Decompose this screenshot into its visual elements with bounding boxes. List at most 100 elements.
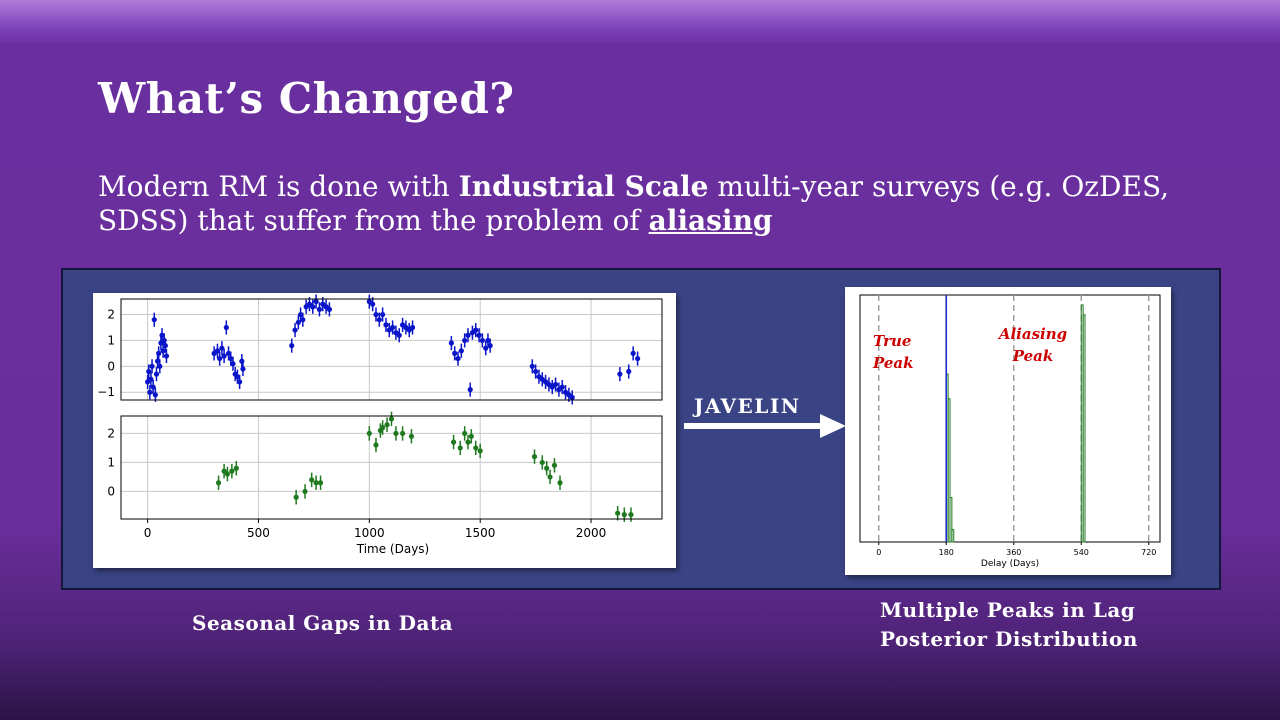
data-point (455, 355, 461, 362)
data-point (390, 324, 396, 331)
data-point (408, 433, 415, 439)
data-point (539, 459, 545, 466)
data-point (393, 430, 399, 437)
slide-subtitle: Modern RM is done with Industrial Scale … (98, 170, 1208, 238)
data-point (477, 448, 483, 454)
x-tick-label: 180 (939, 548, 954, 557)
y-tick-label: 0 (107, 359, 115, 373)
data-point (483, 345, 489, 351)
data-point (529, 363, 535, 369)
data-point (559, 384, 565, 390)
data-point (551, 462, 558, 468)
data-point (295, 319, 301, 325)
data-point (370, 301, 376, 307)
data-point (366, 430, 372, 437)
data-point (151, 317, 157, 323)
data-point (380, 311, 386, 318)
y-tick-label: 2 (107, 308, 115, 322)
slide-title: What’s Changed? (98, 74, 515, 123)
data-point (223, 324, 229, 331)
data-point (409, 324, 416, 331)
x-tick-label: 0 (876, 548, 881, 557)
data-point (289, 343, 295, 349)
data-point (240, 366, 246, 372)
data-point (628, 512, 634, 518)
true-peak-label-line1: True (873, 332, 911, 350)
y-tick-label: 1 (107, 333, 115, 347)
data-point (458, 348, 464, 354)
light-curve-bottom-axes: 2 1 0 0 500 1000 1500 2000 (107, 411, 663, 540)
data-point (217, 355, 223, 362)
data-point (457, 445, 463, 451)
data-point (159, 332, 165, 338)
data-point (316, 306, 323, 312)
data-point (383, 322, 389, 328)
data-point (621, 512, 627, 518)
aliasing-peak-label-line2: Peak (1012, 347, 1054, 365)
lag-posterior-figure: 0 180 360 540 720 True Peak Aliasing Peak De… (845, 287, 1171, 575)
data-point (462, 337, 468, 344)
data-point (617, 371, 623, 377)
data-point (302, 488, 308, 495)
data-point (225, 350, 232, 356)
data-point (468, 433, 474, 439)
posterior-bin (949, 497, 953, 543)
data-point (152, 392, 158, 398)
data-point (163, 353, 170, 359)
true-peak-label-line2: Peak (872, 354, 914, 372)
axes-frame (120, 298, 663, 401)
aliasing-peak-label-line1: Aliasing (997, 325, 1067, 343)
subtitle-part-a: Modern RM is done with (98, 170, 459, 203)
data-point (569, 394, 575, 401)
data-point (313, 480, 319, 486)
data-point (465, 332, 471, 338)
data-point (160, 348, 166, 354)
data-point (153, 371, 160, 377)
data-point (148, 376, 154, 382)
arrow-right-icon (684, 414, 846, 438)
data-point (234, 374, 241, 380)
caption-multiple-peaks-line2: Posterior Distribution (880, 627, 1138, 651)
data-point (149, 363, 155, 369)
subtitle-underlined-aliasing: aliasing (648, 204, 773, 237)
x-tick-label: 1500 (465, 526, 496, 540)
caption-seasonal-gaps: Seasonal Gaps in Data (192, 611, 454, 635)
data-point (310, 304, 316, 310)
data-point (373, 442, 379, 448)
data-point (544, 465, 550, 471)
subtitle-bold-industrial-scale: Industrial Scale (458, 170, 709, 203)
data-point (557, 480, 563, 486)
data-point (531, 454, 538, 460)
data-point (162, 343, 168, 349)
arrow-label: JAVELIN (694, 394, 801, 418)
x-tick-label: 500 (247, 526, 270, 540)
data-point (485, 337, 491, 344)
data-point (473, 445, 479, 451)
caption-multiple-peaks-line1: Multiple Peaks in Lag (880, 598, 1136, 622)
data-point (388, 416, 395, 422)
data-point (487, 343, 493, 349)
lag-posterior-svg: 0 180 360 540 720 True Peak Aliasing Peak De… (859, 294, 1161, 569)
data-point (635, 355, 641, 362)
x-tick-label: 2000 (576, 526, 607, 540)
data-point (462, 430, 468, 437)
x-tick-label: 540 (1074, 548, 1089, 557)
data-point (399, 430, 406, 437)
data-point (300, 317, 306, 323)
data-point (219, 345, 225, 351)
data-point (626, 368, 632, 375)
y-tick-label: 1 (107, 455, 115, 469)
light-curve-top-axes: 2 1 0 −1 (97, 294, 663, 405)
javelin-arrow: JAVELIN (684, 394, 848, 444)
caption-multiple-peaks: Multiple Peaks in Lag Posterior Distribut… (880, 596, 1138, 654)
data-point (533, 368, 539, 375)
subtitle-part-c: multi-year surveys (e.g. OzDES, SDSS) th… (98, 170, 1170, 237)
data-point (228, 355, 234, 362)
data-point (146, 368, 152, 375)
light-curve-svg: 2 1 0 −1 2 1 0 0 500 1000 1500 2000 Time (Days) (97, 294, 663, 556)
data-point (156, 350, 162, 356)
axes-frame (120, 415, 663, 520)
data-point (452, 350, 458, 356)
data-point (479, 337, 486, 344)
data-point (376, 317, 382, 323)
